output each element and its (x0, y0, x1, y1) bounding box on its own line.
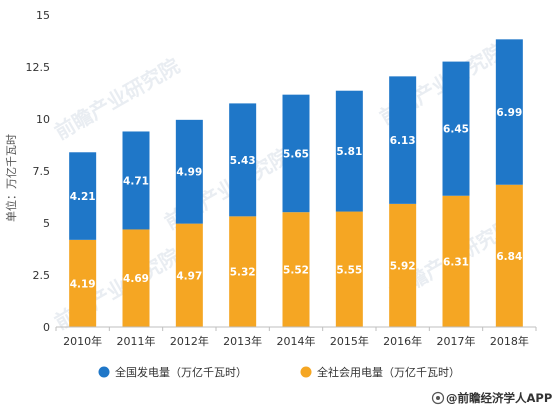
source-note: @前瞻经济学人APP (431, 391, 552, 405)
data-label: 6.31 (443, 256, 469, 268)
bar-segment-generation (442, 61, 470, 196)
bars-group: 4.19 4.21 4.69 4.71 4.97 4.99 5.32 5.43 5.52 5.65… (69, 39, 523, 327)
data-label: 4.69 (123, 273, 149, 285)
bar-segment-consumption (495, 184, 523, 327)
x-tick-label: 2013年 (223, 334, 262, 348)
watermark: 前瞻产业研究院 (51, 54, 184, 145)
data-label: 6.13 (390, 135, 416, 147)
x-tick-label: 2012年 (170, 334, 209, 348)
data-label: 6.99 (496, 107, 522, 119)
data-label: 5.43 (230, 155, 256, 167)
bar-segment-generation (495, 39, 523, 185)
y-tick-label: 12.5 (26, 61, 51, 74)
legend: 全国发电量（万亿千瓦时） 全社会用电量（万亿千瓦时） (98, 365, 460, 379)
y-tick-label: 10 (36, 113, 50, 126)
source-logo-icon (431, 391, 445, 405)
bar-segment-generation (69, 152, 97, 240)
bar-segment-consumption (229, 216, 257, 327)
bar-segment-generation (282, 94, 310, 213)
data-label: 5.92 (390, 260, 416, 272)
data-label: 5.65 (283, 148, 309, 160)
y-tick-label: 2.5 (33, 269, 51, 282)
x-tick-label: 2015年 (330, 334, 369, 348)
source-text: @前瞻经济学人APP (446, 391, 552, 405)
data-label: 5.81 (336, 146, 362, 158)
legend-marker (98, 366, 110, 378)
y-tick-label: 7.5 (33, 165, 51, 178)
x-tick-label: 2011年 (117, 334, 156, 348)
x-axis: 2010年 2011年 2012年 2013年 2014年 2015年 2016年 2017年… (55, 326, 537, 348)
y-axis: 0 2.5 5 7.5 10 12.5 15 (26, 9, 51, 334)
data-label: 4.21 (70, 191, 96, 203)
data-label: 5.32 (230, 267, 256, 279)
data-label: 6.45 (443, 124, 469, 136)
data-label: 5.55 (336, 264, 362, 276)
legend-label: 全社会用电量（万亿千瓦时） (317, 365, 460, 379)
x-tick-label: 2016年 (383, 334, 422, 348)
y-axis-label: 单位：万亿千瓦时 (4, 134, 18, 222)
bar-segment-consumption (335, 211, 363, 327)
x-tick-label: 2017年 (437, 334, 476, 348)
data-label: 4.19 (70, 278, 96, 290)
legend-marker (300, 366, 312, 378)
bar-segment-generation (335, 90, 363, 212)
bar-segment-generation (229, 103, 257, 217)
y-tick-label: 5 (43, 217, 50, 230)
bar-segment-consumption (442, 195, 470, 327)
bar-segment-generation (389, 76, 417, 204)
y-tick-label: 0 (43, 321, 50, 334)
y-tick-label: 15 (36, 9, 50, 22)
bar-segment-generation (175, 119, 203, 224)
bar-segment-consumption (69, 239, 97, 327)
bar-segment-consumption (282, 212, 310, 327)
data-label: 5.52 (283, 265, 309, 277)
x-tick-label: 2010年 (63, 334, 102, 348)
source-logo-dot (436, 396, 440, 400)
bar-segment-consumption (389, 203, 417, 327)
bar-segment-consumption (122, 229, 150, 327)
legend-label: 全国发电量（万亿千瓦时） (115, 365, 247, 379)
x-tick-label: 2018年 (490, 334, 529, 348)
data-label: 6.84 (496, 251, 522, 263)
bar-segment-consumption (175, 223, 203, 327)
data-label: 4.97 (176, 270, 202, 282)
data-label: 4.71 (123, 175, 149, 187)
x-tick-label: 2014年 (277, 334, 316, 348)
bar-segment-generation (122, 131, 150, 230)
data-label: 4.99 (176, 167, 202, 179)
